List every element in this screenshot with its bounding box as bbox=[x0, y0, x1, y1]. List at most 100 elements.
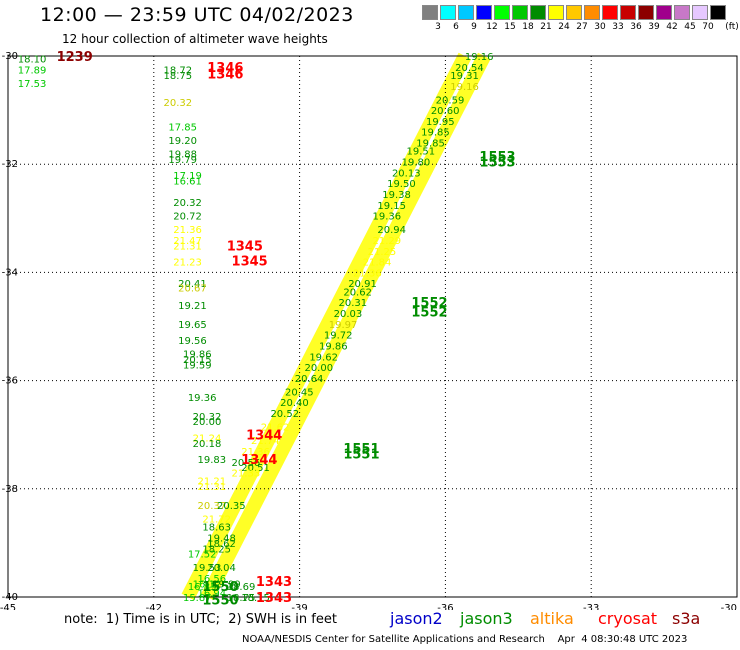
wave-height-value: 20.41 bbox=[178, 279, 207, 290]
wave-height-value: 18.75 bbox=[227, 593, 256, 604]
wave-height-value: 19.50 bbox=[387, 179, 416, 190]
wave-height-value: 19.15 bbox=[377, 201, 406, 212]
wave-height-value: 20.32 bbox=[193, 412, 222, 423]
wave-height-value: 20.40 bbox=[280, 398, 309, 409]
legend-label: 24 bbox=[558, 22, 570, 32]
wave-height-value: 20.59 bbox=[436, 95, 465, 106]
wave-height-value: 18.62 bbox=[207, 539, 236, 550]
legend-swatch bbox=[620, 5, 636, 20]
wave-height-value: 20.37 bbox=[198, 501, 227, 512]
legend-swatch bbox=[656, 5, 672, 20]
wave-height-value: 19.97 bbox=[329, 320, 358, 331]
pass-time-label: 1345 bbox=[232, 254, 268, 269]
pass-time-label: 1551 bbox=[343, 442, 379, 457]
x-tick-label: -42 bbox=[146, 603, 162, 610]
legend-swatch bbox=[548, 5, 564, 20]
wave-height-value: 20.45 bbox=[285, 387, 314, 398]
y-tick-label: -34 bbox=[2, 267, 18, 278]
wave-height-value: 19.65 bbox=[178, 320, 207, 331]
wave-height-value: 19.20 bbox=[168, 136, 197, 147]
wave-height-value: 16.61 bbox=[173, 176, 202, 187]
wave-height-value: 21.21 bbox=[198, 477, 227, 488]
legend-label: 6 bbox=[453, 22, 459, 32]
y-tick-label: -36 bbox=[2, 376, 18, 387]
wave-height-value: 18.72 bbox=[164, 66, 193, 77]
legend-label: 3 bbox=[435, 22, 441, 32]
wave-height-value: 17.89 bbox=[18, 66, 47, 77]
wave-height-value: 20.56 bbox=[232, 458, 261, 469]
legend-swatch bbox=[638, 5, 654, 20]
wave-height-value: 21.23 bbox=[173, 258, 202, 269]
x-tick-label: -39 bbox=[291, 603, 307, 610]
wave-height-value: 20.67 bbox=[178, 284, 207, 295]
legend-swatch bbox=[674, 5, 690, 20]
wave-height-value: 20.00 bbox=[193, 417, 222, 428]
footer-credit: NOAA/NESDIS Center for Satellite Applica… bbox=[242, 634, 688, 645]
wave-height-value: 19.21 bbox=[178, 301, 207, 312]
wave-height-value: 19.56 bbox=[178, 336, 207, 347]
wave-height-value: 21.29 bbox=[373, 236, 402, 247]
wave-height-value: 19.53 bbox=[193, 563, 222, 574]
wave-height-value: 20.18 bbox=[193, 439, 222, 450]
legend-swatch bbox=[476, 5, 492, 20]
legend-unit: (ft) bbox=[725, 22, 739, 32]
wave-height-value: 19.86 bbox=[319, 341, 348, 352]
pass-time-label: 1239 bbox=[57, 50, 93, 65]
wave-height-value: 19.95 bbox=[426, 117, 455, 128]
wave-height-value: 19.38 bbox=[382, 190, 411, 201]
wave-height-value: 19.16 bbox=[465, 52, 494, 63]
wave-height-value: 19.86 bbox=[183, 350, 212, 361]
legend-label: 30 bbox=[594, 22, 606, 32]
wave-height-value: 20.03 bbox=[334, 309, 363, 320]
satellite-altika-label: altika bbox=[530, 609, 574, 628]
wave-height-value: 16.83 bbox=[188, 582, 217, 593]
wave-height-value: 16.12 bbox=[193, 579, 222, 590]
wave-height-value: 19.85 bbox=[421, 128, 450, 139]
legend-label: 33 bbox=[612, 22, 624, 32]
wave-height-value: 18.63 bbox=[202, 523, 231, 534]
wave-height-value: 20.00 bbox=[304, 363, 333, 374]
legend-label: 36 bbox=[630, 22, 642, 32]
wave-height-value: 19.48 bbox=[207, 533, 236, 544]
wave-height-value: 19.80 bbox=[402, 157, 431, 168]
wave-height-value: 17.53 bbox=[18, 79, 47, 90]
satellite-cryosat-label: cryosat bbox=[598, 609, 658, 628]
x-tick-label: -45 bbox=[0, 603, 16, 610]
legend-label: 21 bbox=[540, 22, 552, 32]
wave-height-value: 21.74 bbox=[251, 436, 280, 447]
legend-label: 45 bbox=[684, 22, 696, 32]
wave-height-value: 21.31 bbox=[198, 482, 227, 493]
wave-height-value: 21.25 bbox=[368, 247, 397, 258]
y-tick-label: -30 bbox=[2, 51, 18, 62]
wave-height-value: 19.36 bbox=[373, 212, 402, 223]
pass-time-label: 1553 bbox=[479, 150, 515, 165]
wave-height-value: 19.85 bbox=[416, 139, 445, 150]
wave-height-value: 18.15 bbox=[241, 593, 270, 604]
wave-height-value: 21.72 bbox=[202, 515, 231, 526]
satellite-s3a-label: s3a bbox=[672, 609, 701, 628]
legend-label: 27 bbox=[576, 22, 588, 32]
legend-swatch bbox=[584, 5, 600, 20]
wave-height-value: 20.13 bbox=[392, 168, 421, 179]
y-tick-label: -38 bbox=[2, 484, 18, 495]
wave-height-value: 15.87 bbox=[183, 593, 212, 604]
wave-height-value: 21.36 bbox=[173, 225, 202, 236]
swath-band bbox=[181, 52, 472, 601]
wave-height-value: 21.31 bbox=[173, 241, 202, 252]
legend-label: 9 bbox=[471, 22, 477, 32]
wave-height-value: 16.94 bbox=[198, 589, 227, 600]
wave-height-value: 19.72 bbox=[324, 331, 353, 342]
x-tick-label: -36 bbox=[437, 603, 453, 610]
legend-swatch bbox=[602, 5, 618, 20]
satellite-jason2-label: jason2 bbox=[390, 609, 443, 628]
wave-height-value: 20.54 bbox=[455, 63, 484, 74]
y-tick-label: -32 bbox=[2, 159, 18, 170]
x-tick-label: -33 bbox=[583, 603, 599, 610]
wave-height-value: 17.19 bbox=[173, 171, 202, 182]
legend-swatch bbox=[422, 5, 438, 20]
wave-height-value: 21.47 bbox=[173, 236, 202, 247]
legend-swatch bbox=[566, 5, 582, 20]
wave-height-value: 21.36 bbox=[353, 268, 382, 279]
wave-height-value: 18.75 bbox=[164, 71, 193, 82]
pass-time-label: 1551 bbox=[343, 448, 379, 463]
